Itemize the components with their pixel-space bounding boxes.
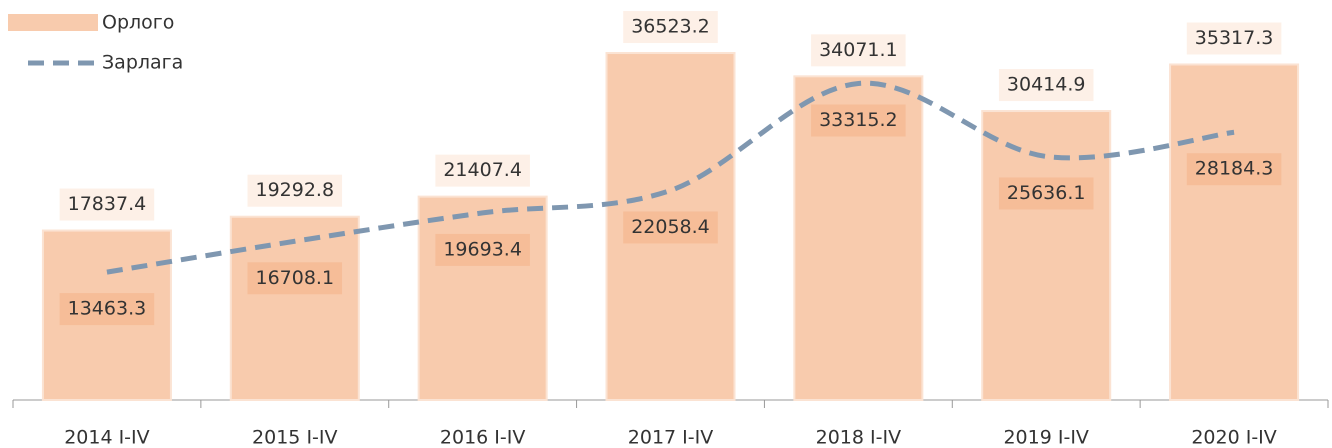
line-value-label-box <box>998 177 1094 210</box>
bar <box>981 110 1112 402</box>
bar-value-label-box <box>435 154 530 187</box>
bar-value-label: 19292.8 <box>255 179 334 201</box>
line-value-label: 19693.4 <box>443 238 522 260</box>
bar-value-label-box <box>59 188 155 221</box>
line-value-label-box <box>59 293 155 326</box>
legend-label: Зарлага <box>102 52 183 74</box>
bar-value-label: 35317.3 <box>1195 27 1274 49</box>
line-value-label-box <box>1186 153 1282 186</box>
line-value-label: 28184.3 <box>1195 158 1274 180</box>
bar <box>417 195 548 401</box>
x-tick-label: 2019 I-IV <box>1003 427 1088 448</box>
bar-value-label: 36523.2 <box>631 16 710 38</box>
bar-value-label: 34071.1 <box>819 39 898 61</box>
x-tick-label: 2018 I-IV <box>816 427 901 448</box>
line-value-label-box <box>435 233 530 266</box>
x-tick-label: 2015 I-IV <box>252 427 337 448</box>
line-value-label: 13463.3 <box>68 298 147 320</box>
bar-value-label: 21407.4 <box>443 159 522 181</box>
x-tick-label: 2016 I-IV <box>440 427 525 448</box>
bar-value-label-box <box>1186 22 1282 55</box>
line-value-label-box <box>623 211 718 244</box>
bar-value-label: 30414.9 <box>1007 74 1086 96</box>
line-value-label: 33315.2 <box>819 109 898 131</box>
line-value-label: 22058.4 <box>631 216 710 238</box>
line-value-label: 25636.1 <box>1007 182 1086 204</box>
line-value-label-box <box>811 104 906 137</box>
line <box>106 80 1235 275</box>
bar-value-label: 17837.4 <box>68 193 147 215</box>
bar-value-label-box <box>623 11 718 44</box>
x-tick-label: 2014 I-IV <box>64 427 149 448</box>
bar <box>1169 63 1300 401</box>
bar-value-label-box <box>811 34 906 67</box>
line-value-label-box <box>247 262 343 295</box>
bar-value-label-box <box>998 69 1094 102</box>
x-tick-label: 2017 I-IV <box>628 427 713 448</box>
line-value-label: 16708.1 <box>255 267 334 289</box>
bar-value-label-box <box>247 174 343 207</box>
x-tick-label: 2020 I-IV <box>1191 427 1276 448</box>
legend-label: Орлого <box>102 12 174 34</box>
bar <box>229 215 360 401</box>
legend-swatch <box>8 14 98 31</box>
